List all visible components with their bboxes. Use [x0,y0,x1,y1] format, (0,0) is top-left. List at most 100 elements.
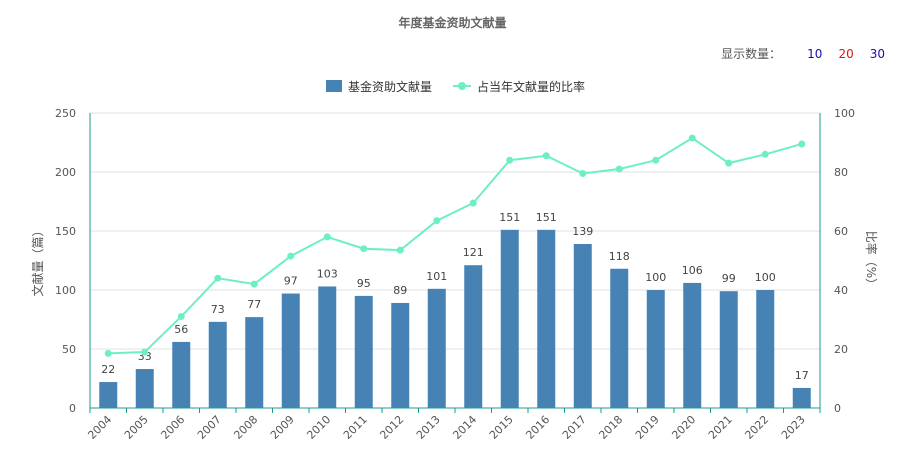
x-tick-label-2019: 2019 [633,413,662,442]
y-axis-title: 文献量（篇） [30,224,45,296]
bar-label-2011: 95 [357,277,371,290]
legend-bar-label: 基金资助文献量 [348,79,432,94]
bar-label-2017: 139 [572,225,593,238]
bar-label-2007: 73 [211,303,225,316]
display-count-option-10[interactable]: 10 [807,47,823,61]
bar-label-2015: 151 [499,211,520,224]
bar-label-2021: 99 [722,272,736,285]
bar-2015 [500,229,519,408]
legend-bar-swatch [326,80,342,92]
ratio-point-2022 [761,150,769,158]
x-tick-label-2018: 2018 [596,413,625,442]
ratio-point-2021 [725,159,733,167]
ratio-point-2020 [688,134,696,142]
bar-2004 [99,382,118,408]
x-tick-label-2008: 2008 [231,413,260,442]
x-tick-label-2007: 2007 [195,413,224,442]
bar-2011 [354,295,373,408]
x-tick-label-2021: 2021 [706,413,735,442]
bar-2010 [318,286,337,408]
ratio-point-2006 [177,313,185,321]
x-tick-label-2014: 2014 [450,413,479,442]
bar-label-2018: 118 [609,250,630,263]
y2-tick-label: 100 [834,107,855,120]
bar-label-2022: 100 [755,271,776,284]
y-tick-label: 150 [55,225,76,238]
y-tick-label: 0 [69,402,76,415]
ratio-point-2014 [469,199,477,207]
y2-tick-label: 80 [834,166,848,179]
bar-2021 [719,291,738,408]
bar-2018 [610,268,629,408]
bar-2023 [792,387,811,408]
ratio-point-2017 [579,169,587,177]
ratio-point-2008 [250,280,258,288]
bar-label-2016: 151 [536,211,557,224]
bar-label-2023: 17 [795,369,809,382]
bar-label-2005: 33 [138,350,152,363]
ratio-point-2012 [396,246,404,254]
bar-label-2006: 56 [174,323,188,336]
display-count-option-30[interactable]: 30 [869,47,885,61]
ratio-point-2013 [433,217,441,225]
x-tick-label-2006: 2006 [158,413,187,442]
x-tick-label-2016: 2016 [523,413,552,442]
x-tick-label-2022: 2022 [742,413,771,442]
bar-2016 [537,229,556,408]
bar-2006 [172,341,191,408]
y-tick-label: 250 [55,107,76,120]
ratio-point-2018 [615,165,623,173]
bar-label-2013: 101 [426,270,447,283]
bar-2017 [573,243,592,408]
bar-label-2012: 89 [393,284,407,297]
bar-label-2009: 97 [284,275,298,288]
ratio-line [108,136,803,355]
y2-tick-label: 60 [834,225,848,238]
ratio-point-2019 [652,156,660,164]
ratio-point-2015 [506,156,514,164]
legend-line-marker [458,82,466,90]
ratio-point-2007 [214,274,222,282]
bar-2013 [427,288,446,408]
chart-title: 年度基金资助文献量 [398,16,507,30]
display-count-option-20[interactable]: 20 [838,47,854,61]
bar-2012 [391,302,410,408]
x-tick-label-2011: 2011 [341,413,370,442]
y2-tick-label: 20 [834,343,848,356]
bar-2007 [208,321,227,408]
bar-2022 [756,290,775,408]
bar-2014 [464,265,483,408]
display-count-label: 显示数量： [721,47,782,61]
y2-tick-label: 40 [834,284,848,297]
x-tick-label-2009: 2009 [268,413,297,442]
bar-label-2010: 103 [317,267,338,280]
x-tick-label-2020: 2020 [669,413,698,442]
ratio-point-2023 [798,140,806,148]
bar-label-2004: 22 [101,363,115,376]
x-tick-label-2005: 2005 [122,413,151,442]
bar-2019 [646,290,665,408]
y-tick-label: 100 [55,284,76,297]
display-count-selector: 显示数量： 10 20 30 [721,45,885,62]
ratio-point-2004 [104,349,112,357]
ratio-point-2011 [360,245,368,253]
bar-label-2019: 100 [645,271,666,284]
bar-2008 [245,317,264,408]
bar-2009 [281,293,300,408]
legend-line-label: 占当年文献量的比率 [477,79,585,94]
x-tick-label-2004: 2004 [85,413,114,442]
x-tick-label-2023: 2023 [779,413,808,442]
y2-axis-title: 比率（%） [864,231,879,290]
y-tick-label: 50 [62,343,76,356]
bar-label-2008: 77 [247,298,261,311]
bar-label-2014: 121 [463,246,484,259]
x-tick-label-2013: 2013 [414,413,443,442]
ratio-point-2016 [542,152,550,160]
ratio-point-2010 [323,233,331,241]
x-tick-label-2017: 2017 [560,413,589,442]
x-tick-label-2012: 2012 [377,413,406,442]
y2-tick-label: 0 [834,402,841,415]
x-tick-label-2015: 2015 [487,413,516,442]
bar-label-2020: 106 [682,264,703,277]
